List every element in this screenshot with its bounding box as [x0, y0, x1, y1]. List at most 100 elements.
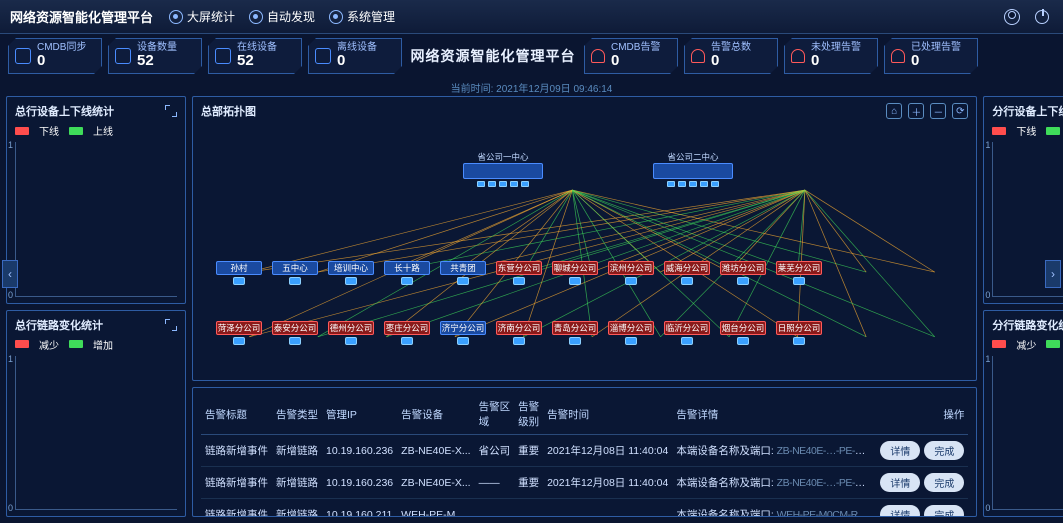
node-label: 淄博分公司: [610, 322, 653, 334]
stat-box[interactable]: 在线设备52: [208, 38, 302, 74]
topo-node[interactable]: 长十路: [381, 261, 433, 285]
topo-node[interactable]: 东营分公司: [493, 261, 545, 285]
topo-node[interactable]: 聊城分公司: [549, 261, 601, 285]
node-label: 东营分公司: [498, 262, 541, 274]
cell-detail: 本端设备名称及端口: ZB-NE40E-…-PE-J-10F Vlan…: [672, 435, 872, 467]
swatch-offline: [992, 127, 1006, 135]
topo-node-hub[interactable]: 省公司一中心: [463, 151, 543, 187]
node-box: 菏泽分公司: [216, 321, 262, 335]
topo-node[interactable]: 滨州分公司: [605, 261, 657, 285]
topo-node[interactable]: 威海分公司: [661, 261, 713, 285]
topo-node[interactable]: 德州分公司: [325, 321, 377, 345]
cell-time: 2021年12月08日 11:40:04: [543, 435, 672, 467]
table-header: 告警设备: [397, 394, 474, 435]
power-button[interactable]: [1031, 6, 1053, 28]
node-box: 长十路: [384, 261, 430, 275]
stat-value: 0: [611, 53, 660, 70]
stat-box[interactable]: 告警总数0: [684, 38, 778, 74]
home-icon[interactable]: ⌂: [886, 103, 902, 119]
node-label: 菏泽分公司: [218, 322, 261, 334]
node-box: 枣庄分公司: [384, 321, 430, 335]
device-icon: [793, 277, 805, 285]
nav-autodiscover[interactable]: 自动发现: [249, 8, 315, 25]
user-button[interactable]: [1001, 6, 1023, 28]
stat-box[interactable]: 设备数量52: [108, 38, 202, 74]
done-button[interactable]: 完成: [924, 505, 964, 517]
panel-title: 分行链路变化统计: [992, 317, 1063, 333]
detail-button[interactable]: 详情: [880, 441, 920, 460]
table-header: 告警详情: [672, 394, 872, 435]
header-bar: 网络资源智能化管理平台 大屏统计 自动发现 系统管理: [0, 0, 1063, 34]
done-button[interactable]: 完成: [924, 473, 964, 492]
topo-node[interactable]: 菏泽分公司: [213, 321, 265, 345]
panel-title: 总行链路变化统计: [15, 317, 103, 333]
panel-topology: 总部拓扑图 ⌂ ＋ － ⟳ 省公司一中心 省公司二中心孙村五中心培训中心长十路共青…: [192, 96, 977, 381]
topo-node[interactable]: 莱芜分公司: [773, 261, 825, 285]
device-icon: [569, 277, 581, 285]
nav-dashboard[interactable]: 大屏统计: [169, 8, 235, 25]
prev-button[interactable]: ‹: [2, 260, 18, 288]
panel-title: 总行设备上下线统计: [15, 103, 114, 119]
swatch-dec: [15, 340, 29, 348]
topo-node[interactable]: 烟台分公司: [717, 321, 769, 345]
topo-node[interactable]: 青岛分公司: [549, 321, 601, 345]
topo-node[interactable]: 淄博分公司: [605, 321, 657, 345]
expand-icon[interactable]: [165, 105, 177, 117]
topo-node[interactable]: 枣庄分公司: [381, 321, 433, 345]
stat-icon: [315, 48, 331, 64]
stat-icon: [591, 49, 605, 63]
zoom-in-icon[interactable]: ＋: [908, 103, 924, 119]
topo-node[interactable]: 培训中心: [325, 261, 377, 285]
cell-type: 新增链路: [272, 435, 322, 467]
bolt-icon: [249, 10, 263, 24]
topo-node[interactable]: 泰安分公司: [269, 321, 321, 345]
stat-box[interactable]: 离线设备0: [308, 38, 402, 74]
stat-box[interactable]: CMDB告警0: [584, 38, 678, 74]
stat-bar: CMDB同步0设备数量52在线设备52离线设备0 网络资源智能化管理平台 CMD…: [0, 34, 1063, 78]
detail-button[interactable]: 详情: [880, 505, 920, 517]
node-label: 济南分公司: [498, 322, 541, 334]
stat-icon: [215, 48, 231, 64]
done-button[interactable]: 完成: [924, 441, 964, 460]
stat-box[interactable]: 已处理告警0: [884, 38, 978, 74]
cell-device: WEH-PE-M...: [397, 499, 474, 518]
topo-node[interactable]: 日照分公司: [773, 321, 825, 345]
topo-node[interactable]: 济南分公司: [493, 321, 545, 345]
stat-icon: [15, 48, 31, 64]
topo-node[interactable]: 五中心: [269, 261, 321, 285]
cell-level: 重要: [514, 467, 543, 499]
node-label: 潍坊分公司: [722, 262, 765, 274]
stat-box[interactable]: 未处理告警0: [784, 38, 878, 74]
topo-node[interactable]: 临沂分公司: [661, 321, 713, 345]
swatch-inc: [1046, 340, 1060, 348]
next-button[interactable]: ›: [1045, 260, 1061, 288]
cell-ops: 详情完成: [872, 435, 968, 467]
topo-node[interactable]: 孙村: [213, 261, 265, 285]
topology-canvas[interactable]: 省公司一中心 省公司二中心孙村五中心培训中心长十路共青团东营分公司聊城分公司滨州分…: [193, 121, 976, 380]
detail-button[interactable]: 详情: [880, 473, 920, 492]
table-row: 链路新增事件新增链路10.19.160.236ZB-NE40E-X...省公司重…: [201, 435, 968, 467]
topo-node-hub[interactable]: 省公司二中心: [653, 151, 733, 187]
table-header: 告警级别: [514, 394, 543, 435]
node-label: 枣庄分公司: [386, 322, 429, 334]
cell-type: 新增链路: [272, 499, 322, 518]
panel-hq-link: 总行链路变化统计 减少增加 10: [6, 310, 186, 518]
nav-sysadmin[interactable]: 系统管理: [329, 8, 395, 25]
topo-node[interactable]: 潍坊分公司: [717, 261, 769, 285]
zoom-out-icon[interactable]: －: [930, 103, 946, 119]
topology-title: 总部拓扑图: [201, 103, 256, 119]
device-icon: [625, 337, 637, 345]
refresh-icon[interactable]: ⟳: [952, 103, 968, 119]
panel-hq-device: 总行设备上下线统计 下线上线 10: [6, 96, 186, 304]
stat-icon: [891, 49, 905, 63]
device-icon: [233, 277, 245, 285]
node-box: 东营分公司: [496, 261, 542, 275]
stat-box[interactable]: CMDB同步0: [8, 38, 102, 74]
cell-title: 链路新增事件: [201, 467, 272, 499]
topo-node[interactable]: 共青团: [437, 261, 489, 285]
expand-icon[interactable]: [165, 319, 177, 331]
node-label: 莱芜分公司: [778, 262, 821, 274]
node-label: 日照分公司: [778, 322, 821, 334]
node-box: 滨州分公司: [608, 261, 654, 275]
topo-node[interactable]: 济宁分公司: [437, 321, 489, 345]
